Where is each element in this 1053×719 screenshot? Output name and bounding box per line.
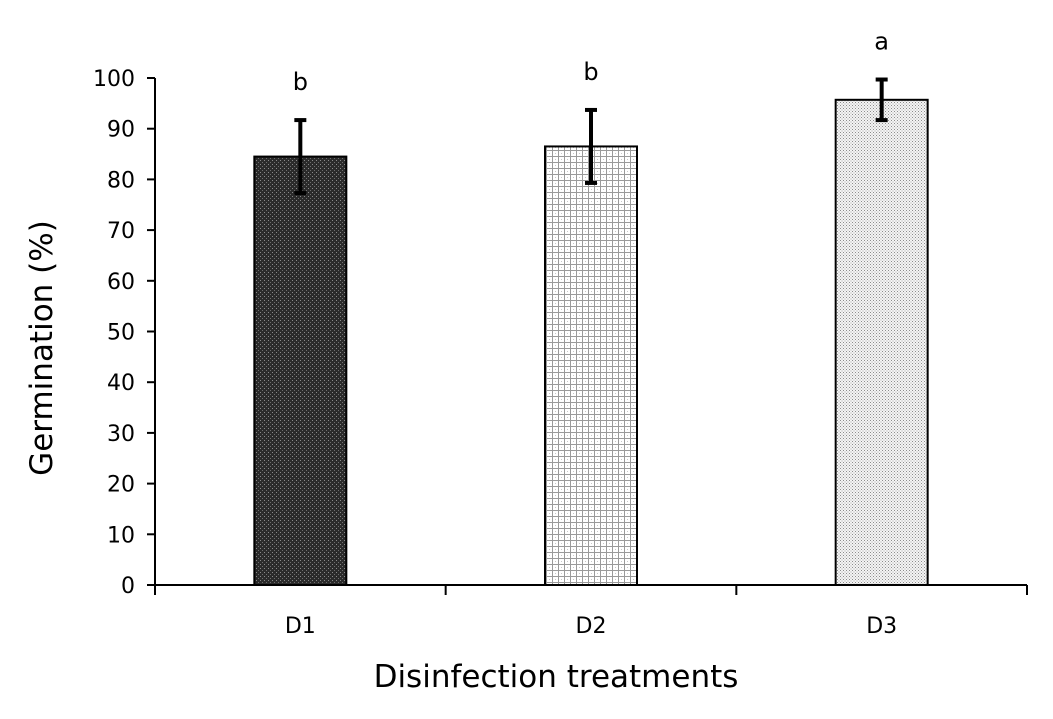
x-tick-label-d2: D2: [576, 614, 607, 639]
y-tick-label-50: 50: [107, 321, 135, 346]
y-axis-title: Germination (%): [24, 220, 60, 476]
x-tick-label-d1: D1: [285, 614, 316, 639]
error-bars-group: [294, 77, 888, 196]
significance-label-d1: b: [293, 68, 308, 96]
y-tick-label-40: 40: [107, 371, 135, 396]
axes-group: D1 D2 D3 0 10 20 30 40 50 60 70 80 90 100: [93, 67, 1028, 639]
bar-d3: [834, 98, 929, 587]
bar-d2: [544, 145, 638, 586]
bar-d1: [253, 155, 348, 587]
y-tick-label-20: 20: [107, 473, 135, 498]
y-tick-label-10: 10: [107, 523, 135, 548]
y-tick-label-30: 30: [107, 422, 135, 447]
y-tick-label-70: 70: [107, 219, 135, 244]
y-tick-label-0: 0: [121, 574, 135, 599]
y-tick-label-80: 80: [107, 168, 135, 193]
y-tick-label-60: 60: [107, 270, 135, 295]
y-tick-label-90: 90: [107, 118, 135, 143]
y-tick-label-100: 100: [93, 67, 135, 92]
x-tick-label-d3: D3: [866, 614, 897, 639]
significance-label-d3: a: [874, 28, 889, 56]
significance-labels-group: b b a: [293, 28, 889, 97]
x-axis-title: Disinfection treatments: [374, 659, 739, 695]
significance-label-d2: b: [583, 58, 598, 86]
